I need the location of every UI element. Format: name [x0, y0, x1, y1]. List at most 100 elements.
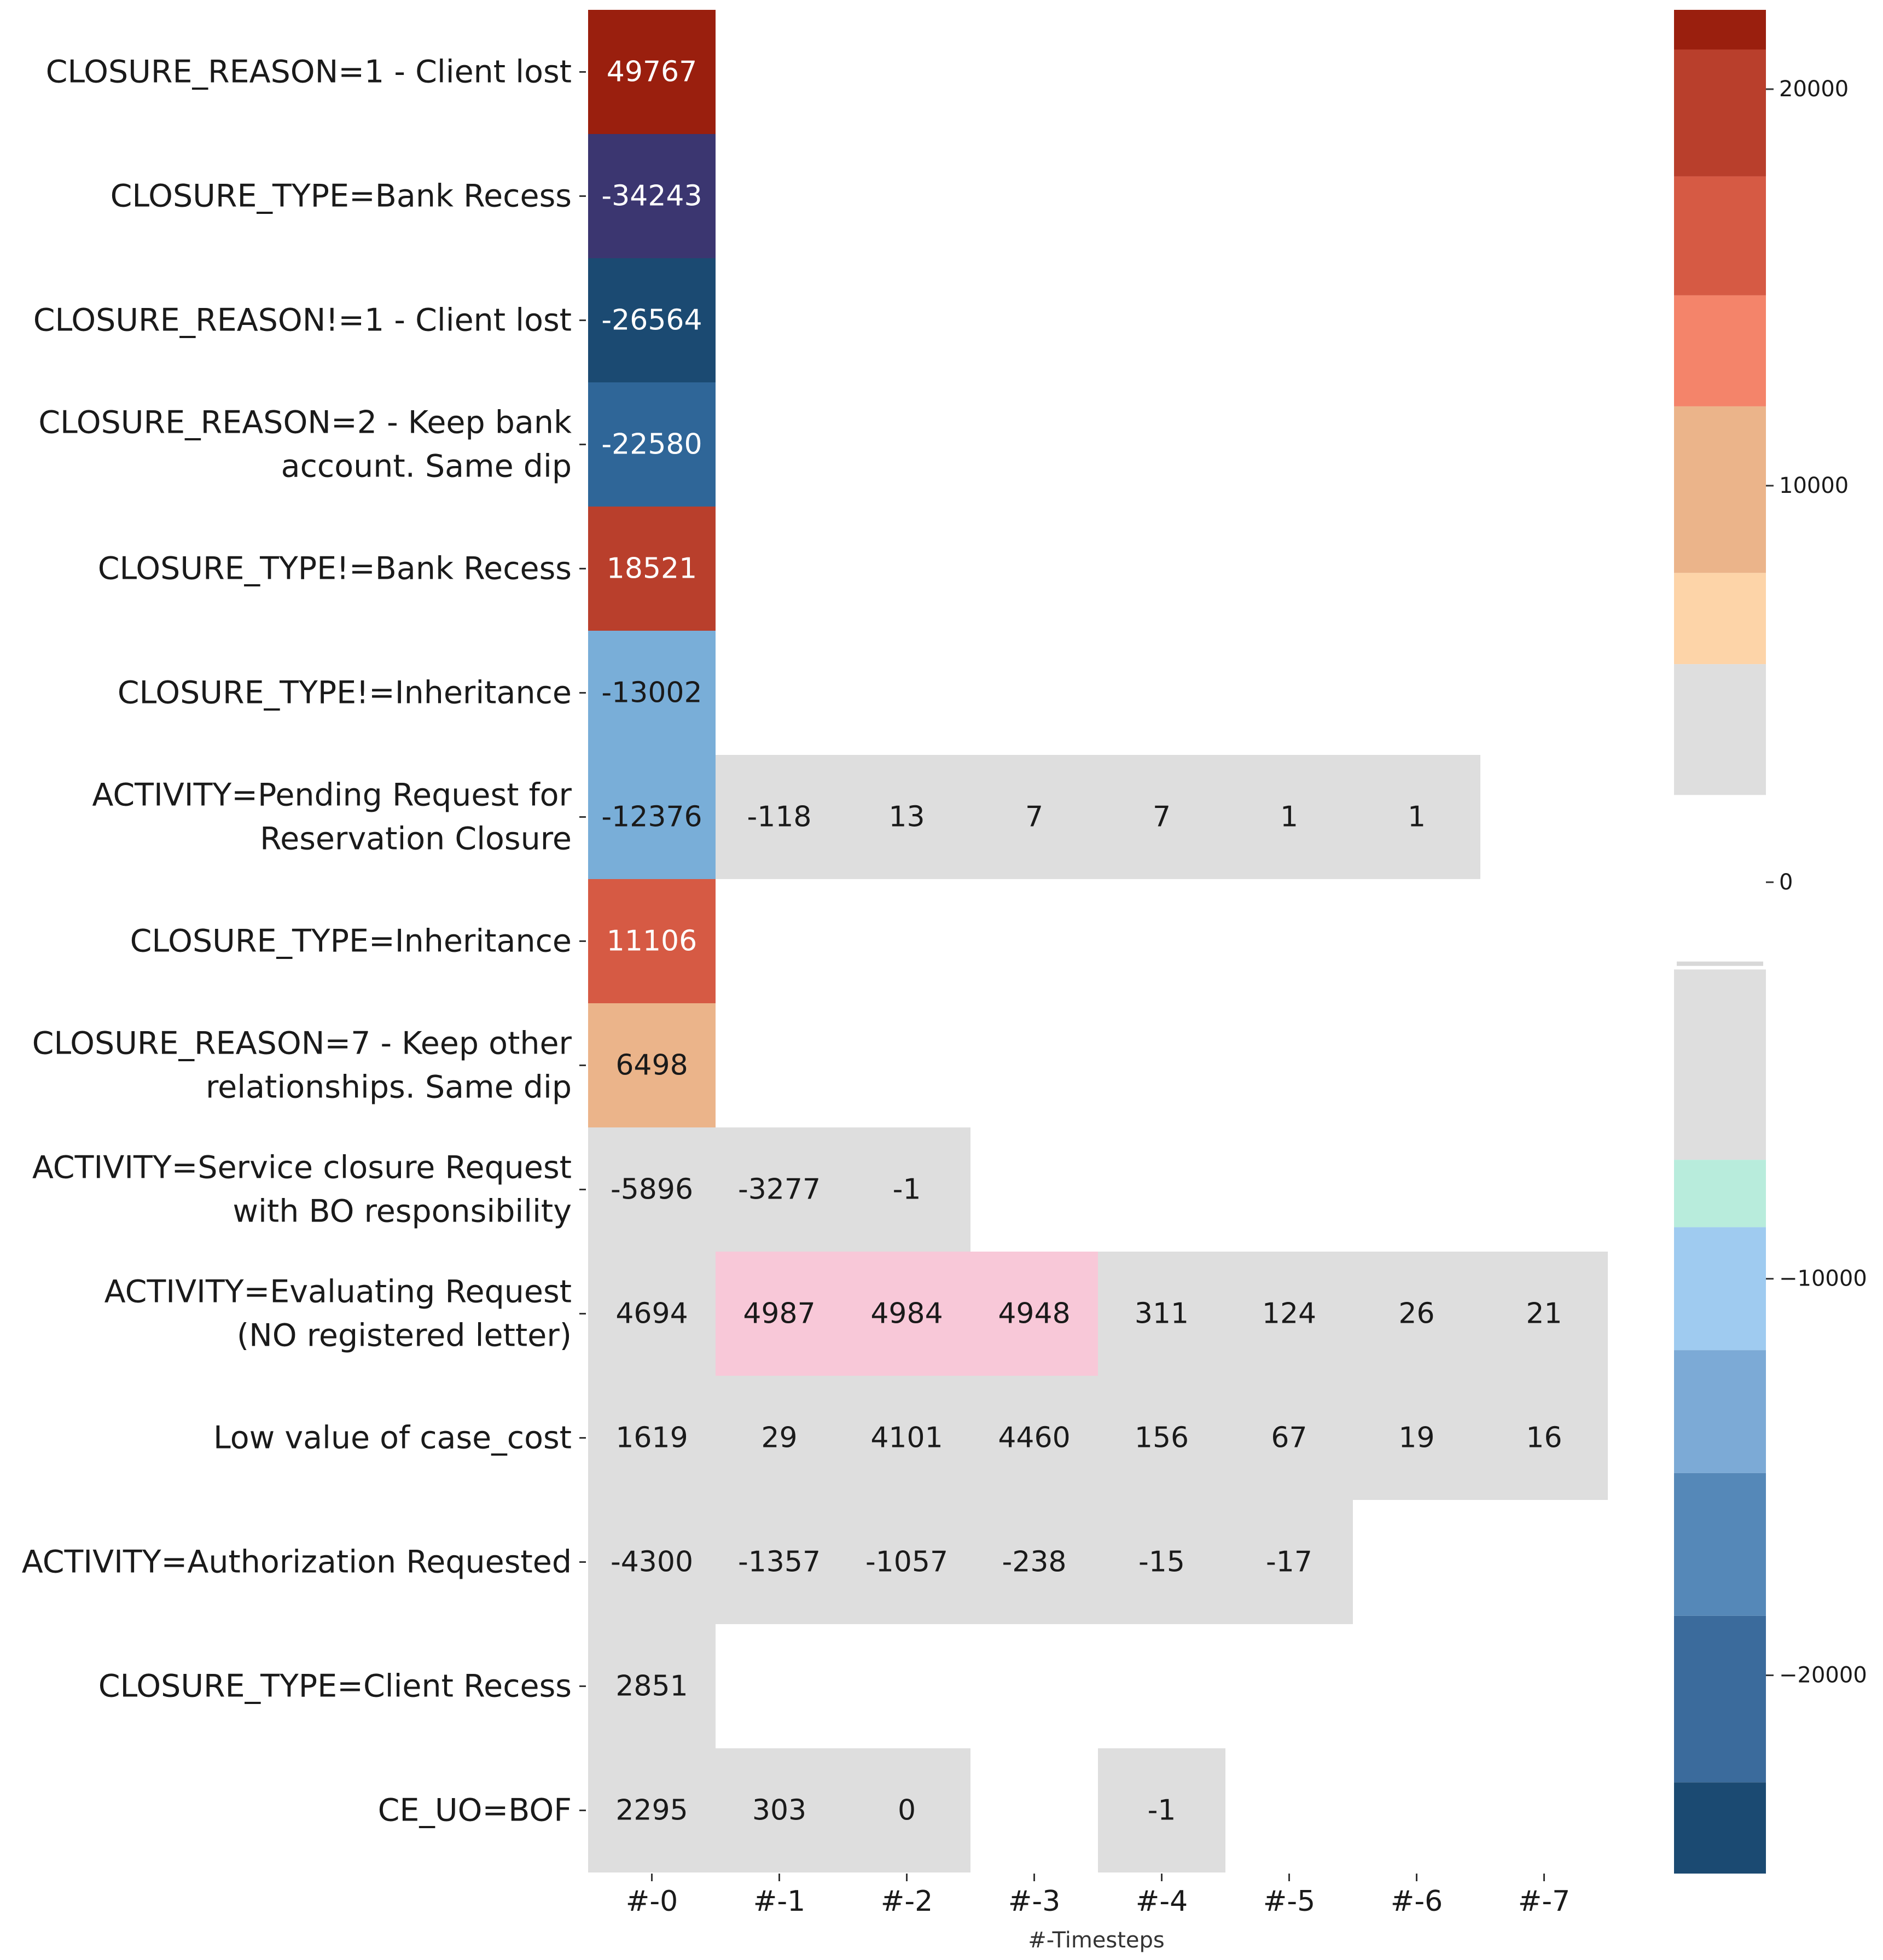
column-label: #-5: [1263, 1885, 1315, 1918]
row-label: with BO responsibility: [233, 1194, 572, 1230]
cell-value: 303: [752, 1794, 806, 1827]
row-label: ACTIVITY=Authorization Requested: [22, 1544, 572, 1580]
heatmap-cell: [843, 1252, 970, 1376]
heatmap-cell: [716, 1500, 843, 1624]
cell-value: 16: [1526, 1422, 1562, 1455]
heatmap-cell: [716, 1376, 843, 1500]
colorbar-band: [1674, 295, 1766, 406]
cell-value: -1: [893, 1173, 921, 1206]
row-label: (NO registered letter): [237, 1318, 572, 1354]
cell-value: -13002: [601, 677, 702, 709]
cell-value: 1: [1280, 801, 1298, 834]
row-label: Low value of case_cost: [213, 1420, 572, 1456]
cell-value: 1: [1408, 801, 1426, 834]
cell-value: -1: [1148, 1794, 1176, 1827]
cell-value: 49767: [607, 56, 697, 89]
heatmap-cell: [588, 1376, 716, 1500]
cell-value: 67: [1271, 1422, 1307, 1455]
colorbar-band: [1674, 49, 1766, 177]
heatmap-cell: [716, 1127, 843, 1252]
heatmap-cells: 49767 -34243 -26564 -22580 18521 -13002 -12376…: [588, 10, 1608, 1872]
heatmap-cell: [588, 879, 716, 1003]
cell-value: 6498: [615, 1049, 688, 1082]
row-label: CLOSURE_TYPE!=Inheritance: [118, 675, 572, 711]
heatmap-cell: [1098, 1748, 1225, 1872]
cell-value: 4987: [743, 1298, 815, 1330]
cell-value: 0: [898, 1794, 916, 1827]
row-label: ACTIVITY=Evaluating Request: [104, 1274, 572, 1310]
heatmap-cell: [1225, 755, 1353, 879]
row-label: ACTIVITY=Service closure Request: [32, 1150, 572, 1186]
column-labels: #-0 #-1 #-2 #-3 #-4 #-5 #-6 #-7: [626, 1874, 1570, 1918]
heatmap-cell: [1098, 1500, 1225, 1624]
colorbar-band: [1674, 1473, 1766, 1616]
heatmap-cell: [1353, 1376, 1480, 1500]
cell-value: -34243: [601, 180, 702, 213]
colorbar-tick-label: 10000: [1779, 473, 1849, 498]
cell-value: -22580: [601, 428, 702, 461]
heatmap-cell: [1353, 755, 1480, 879]
cell-value: -12376: [601, 801, 702, 834]
row-label: account. Same dip: [281, 449, 572, 485]
cell-value: 4101: [870, 1422, 943, 1455]
cell-value: 29: [761, 1422, 797, 1455]
colorbar-band: [1674, 1227, 1766, 1351]
column-label: #-7: [1518, 1885, 1570, 1918]
cell-value: 1619: [615, 1422, 688, 1455]
heatmap-cell: [970, 755, 1098, 879]
cell-value: 11106: [607, 925, 697, 958]
heatmap-cell: [1480, 1376, 1608, 1500]
row-label: CLOSURE_REASON=1 - Client lost: [46, 54, 572, 90]
heatmap-cell: [588, 1748, 716, 1872]
heatmap-cell: [588, 1003, 716, 1127]
cell-value: 4948: [998, 1298, 1070, 1330]
heatmap-cell: [588, 1127, 716, 1252]
heatmap-cell: [588, 755, 716, 879]
heatmap-cell: [588, 1252, 716, 1376]
cell-value: -3277: [738, 1173, 821, 1206]
row-label: CLOSURE_REASON=7 - Keep other: [32, 1026, 572, 1062]
heatmap-cell: [588, 10, 716, 134]
heatmap-cell: [1098, 755, 1225, 879]
cell-value: 124: [1262, 1298, 1316, 1330]
cell-value: 4984: [870, 1298, 943, 1330]
heatmap-cell: [1098, 1252, 1225, 1376]
column-label: #-1: [753, 1885, 805, 1918]
heatmap-cell: [1480, 1252, 1608, 1376]
cell-value: -238: [1002, 1546, 1066, 1579]
heatmap-cell: [1353, 1252, 1480, 1376]
colorbar-tick-label: −10000: [1779, 1266, 1867, 1292]
heatmap-cell: [716, 755, 843, 879]
colorbar-band: [1674, 1615, 1766, 1783]
column-label: #-4: [1136, 1885, 1188, 1918]
heatmap-cell: [716, 1748, 843, 1872]
colorbar-band: [1674, 406, 1766, 573]
heatmap-cell: [588, 134, 716, 258]
column-label: #-6: [1391, 1885, 1443, 1918]
cell-value: 19: [1398, 1422, 1434, 1455]
x-axis-title: #-Timesteps: [1028, 1928, 1165, 1953]
row-label: CLOSURE_REASON!=1 - Client lost: [33, 303, 572, 339]
colorbar-band: [1674, 1160, 1766, 1228]
row-label: CLOSURE_REASON=2 - Keep bank: [38, 405, 572, 441]
cell-value: -1057: [865, 1546, 948, 1579]
colorbar-band: [1674, 10, 1766, 50]
heatmap-cell: [970, 1252, 1098, 1376]
colorbar-band: [1674, 1350, 1766, 1473]
heatmap-cell: [843, 1127, 970, 1252]
cell-value: 26: [1398, 1298, 1434, 1330]
cell-value: 18521: [607, 552, 697, 585]
row-label: CLOSURE_TYPE=Client Recess: [98, 1668, 572, 1705]
cell-value: 156: [1135, 1422, 1189, 1455]
cell-value: -1357: [738, 1546, 821, 1579]
cell-value: -26564: [601, 304, 702, 337]
cell-value: -15: [1138, 1546, 1185, 1579]
row-label: CLOSURE_TYPE=Inheritance: [130, 923, 572, 959]
cell-value: 13: [888, 801, 925, 834]
heatmap-cell: [843, 1500, 970, 1624]
row-label: CLOSURE_TYPE!=Bank Recess: [98, 551, 572, 587]
cell-value: -17: [1266, 1546, 1312, 1579]
cell-value: 2295: [615, 1794, 688, 1827]
colorbar-band: [1674, 176, 1766, 295]
